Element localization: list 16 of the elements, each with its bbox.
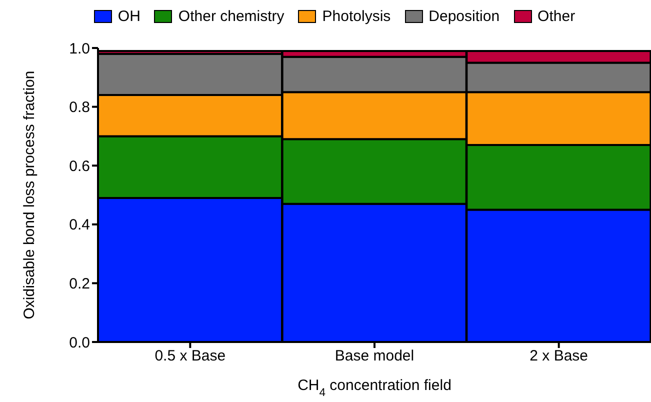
legend-label: Deposition: [428, 8, 500, 25]
legend-label: Other: [538, 8, 576, 25]
x-tick-label: 0.5 x Base: [154, 348, 226, 365]
x-tick-label: 2 x Base: [530, 348, 588, 365]
y-axis-title: Oxidisable bond loss process fraction: [21, 70, 38, 320]
legend-label: Other chemistry: [178, 8, 284, 25]
y-tick-label: 0.8: [69, 99, 90, 116]
y-tick-label: 0.2: [69, 276, 90, 293]
y-tick-label: 0.6: [69, 158, 90, 175]
legend-label: OH: [118, 8, 140, 25]
legend-label: Photolysis: [322, 8, 391, 25]
y-tick-label: 0.0: [69, 334, 90, 352]
y-tick-label: 0.4: [69, 216, 90, 234]
x-axis-title: CH$_{4}$ concentration field: [298, 377, 452, 399]
y-tick-label: 1.0: [69, 40, 90, 58]
x-tick-label: Base model: [334, 348, 414, 365]
